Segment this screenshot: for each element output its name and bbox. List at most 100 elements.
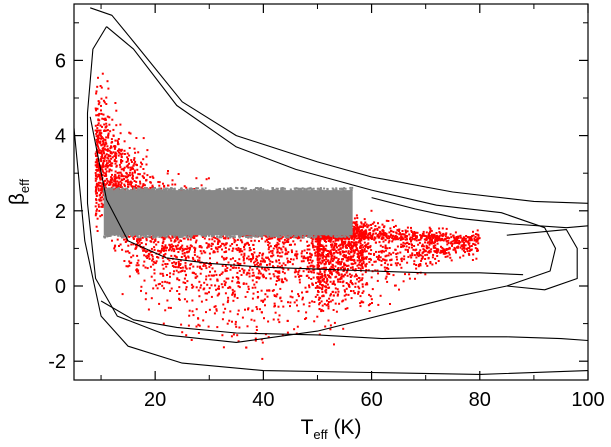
data-point: [378, 241, 381, 244]
data-point: [99, 189, 102, 192]
data-point: [123, 140, 126, 143]
data-point: [161, 242, 164, 245]
data-point: [109, 163, 111, 166]
data-point: [243, 248, 246, 251]
data-point: [196, 265, 199, 268]
data-point: [268, 289, 271, 292]
data-point: [340, 260, 343, 263]
data-point: [137, 185, 140, 188]
data-point: [425, 231, 428, 234]
data-point: [410, 256, 413, 259]
data-point: [372, 232, 375, 235]
data-point: [361, 285, 364, 288]
data-point: [226, 301, 229, 304]
data-point: [324, 269, 327, 272]
data-point: [314, 252, 317, 255]
data-point: [252, 255, 255, 258]
data-point: [251, 297, 254, 300]
data-point: [169, 275, 171, 278]
data-point: [446, 236, 449, 239]
data-point: [258, 276, 261, 279]
data-point: [356, 249, 359, 252]
data-point: [343, 264, 346, 267]
data-point: [328, 274, 331, 277]
data-point: [178, 247, 180, 250]
data-point: [356, 252, 359, 255]
data-point: [95, 225, 98, 228]
data-point: [421, 243, 424, 246]
data-point: [145, 243, 147, 246]
data-point: [104, 118, 107, 121]
data-point: [162, 238, 165, 241]
data-point: [136, 240, 138, 242]
data-point: [261, 254, 264, 257]
data-point: [411, 237, 414, 240]
data-point: [166, 257, 169, 260]
data-point: [417, 255, 420, 258]
data-point: [361, 229, 363, 232]
data-point: [239, 262, 242, 265]
data-point: [215, 308, 218, 311]
data-point: [327, 237, 330, 240]
data-point: [311, 244, 314, 247]
data-point: [95, 212, 97, 215]
data-point: [142, 183, 145, 186]
data-point: [306, 251, 308, 254]
data-point: [328, 263, 331, 265]
data-point: [371, 237, 374, 240]
data-point: [289, 295, 292, 298]
data-point: [386, 266, 389, 269]
data-point: [317, 290, 319, 293]
data-point: [114, 170, 117, 173]
data-point: [141, 247, 144, 250]
data-point: [164, 236, 167, 239]
data-point: [316, 240, 318, 243]
data-point: [102, 137, 104, 140]
data-point: [471, 259, 474, 261]
data-point: [451, 243, 454, 245]
data-point: [364, 245, 367, 248]
data-point: [322, 247, 325, 250]
data-point: [415, 267, 418, 270]
data-point: [410, 239, 413, 242]
data-point: [286, 252, 289, 255]
data-point: [173, 250, 176, 253]
data-point: [266, 238, 269, 241]
data-point: [107, 164, 110, 167]
data-point: [131, 166, 134, 169]
data-point: [119, 166, 122, 169]
data-point: [364, 256, 367, 259]
data-point: [139, 165, 142, 168]
data-point: [97, 122, 100, 125]
data-point: [330, 265, 333, 268]
data-point: [429, 261, 432, 263]
data-point: [187, 324, 190, 327]
data-point: [135, 245, 138, 248]
data-point: [260, 237, 263, 240]
data-point: [401, 230, 404, 232]
data-point: [415, 256, 418, 259]
data-point: [134, 171, 136, 174]
data-point: [396, 229, 399, 232]
data-point: [108, 181, 111, 184]
data-point: [328, 275, 330, 278]
data-point: [96, 124, 99, 127]
data-point: [353, 242, 356, 245]
data-point: [328, 261, 330, 264]
data-point: [312, 266, 315, 269]
data-point: [136, 168, 139, 171]
data-point: [254, 286, 257, 289]
data-point: [114, 176, 117, 179]
data-point: [120, 153, 123, 156]
data-point: [447, 251, 450, 254]
data-point: [184, 261, 187, 264]
data-point: [95, 140, 98, 143]
data-point: [370, 298, 373, 301]
data-point: [268, 263, 271, 266]
data-point: [328, 269, 331, 272]
data-point: [311, 259, 314, 262]
data-point: [232, 266, 235, 269]
data-point: [339, 280, 342, 283]
data-point: [421, 234, 423, 237]
data-point: [189, 238, 192, 241]
